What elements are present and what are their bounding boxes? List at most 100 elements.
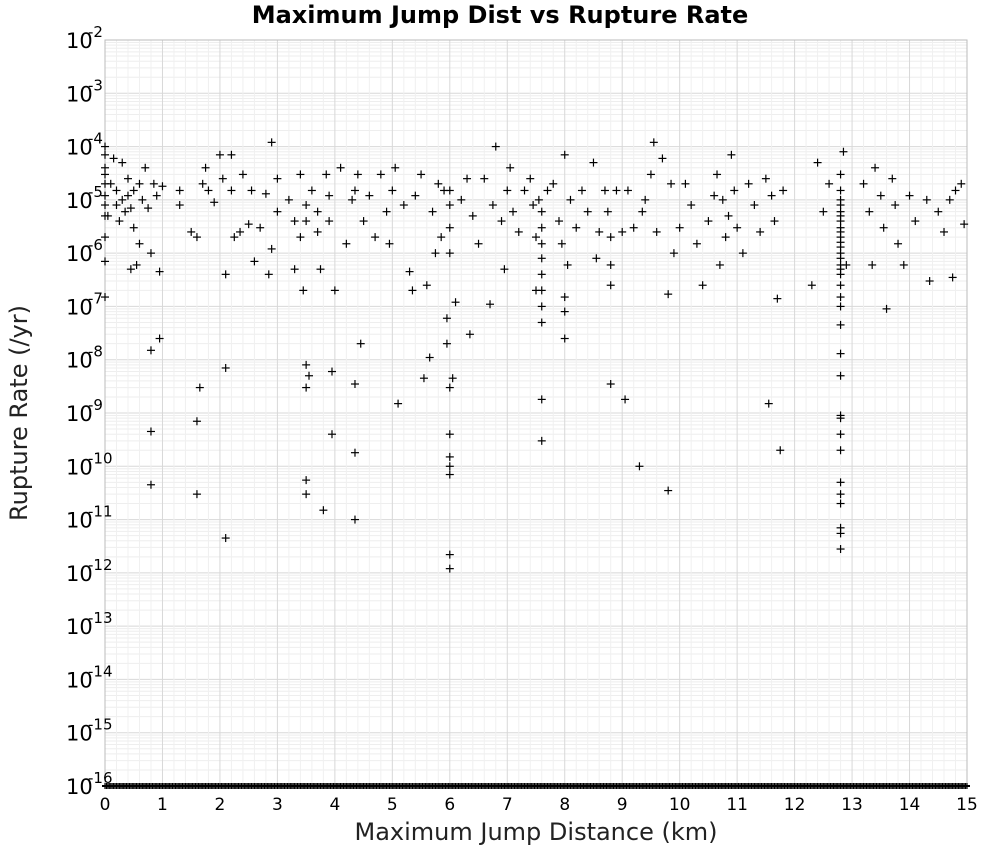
data-point: [445, 462, 454, 471]
data-point: [606, 260, 615, 269]
data-point: [727, 150, 736, 159]
data-point: [445, 186, 454, 195]
data-point: [445, 550, 454, 559]
x-tick-label: 8: [559, 795, 570, 815]
data-point: [537, 254, 546, 263]
data-point: [534, 195, 543, 204]
data-point: [537, 302, 546, 311]
data-point: [227, 150, 236, 159]
data-point: [951, 186, 960, 195]
data-point: [129, 186, 138, 195]
data-point: [290, 265, 299, 274]
data-point: [431, 249, 440, 258]
y-tick-label: 10: [66, 775, 93, 799]
data-point: [247, 186, 256, 195]
data-point: [922, 195, 931, 204]
data-point: [767, 191, 776, 200]
data-point: [112, 186, 121, 195]
lower-bound-points: [102, 783, 970, 789]
data-point: [744, 179, 753, 188]
data-point: [465, 330, 474, 339]
data-point: [500, 265, 509, 274]
data-point: [112, 201, 121, 210]
y-tick-label: 10: [66, 402, 93, 426]
data-point: [497, 217, 506, 226]
data-point: [350, 186, 359, 195]
y-tick-label: 10: [66, 722, 93, 746]
data-point: [641, 195, 650, 204]
data-point: [537, 270, 546, 279]
data-point: [836, 270, 845, 279]
data-point: [273, 174, 282, 183]
data-point: [836, 529, 845, 538]
data-point: [629, 223, 638, 232]
data-point: [836, 478, 845, 487]
data-point: [649, 138, 658, 147]
data-point: [101, 142, 109, 151]
data-point: [327, 367, 336, 376]
x-tick-label: 15: [956, 795, 978, 815]
data-point: [819, 207, 828, 216]
data-point: [101, 257, 109, 266]
data-point: [506, 163, 515, 172]
y-tick-exponent: -8: [88, 343, 103, 361]
data-point: [836, 414, 845, 423]
data-point: [664, 486, 673, 495]
data-point: [126, 204, 135, 213]
data-point: [839, 147, 848, 156]
data-point: [664, 290, 673, 299]
y-axis-ticks: 10-1610-1510-1410-1310-1210-1110-1010-91…: [66, 23, 113, 799]
data-point: [948, 273, 957, 282]
data-point: [445, 383, 454, 392]
y-tick-exponent: -16: [88, 769, 113, 787]
data-point: [813, 158, 822, 167]
data-point: [859, 179, 868, 188]
data-point: [299, 286, 308, 295]
data-point: [144, 204, 153, 213]
data-point: [713, 170, 722, 179]
data-point: [284, 195, 293, 204]
data-point: [836, 430, 845, 439]
x-tick-label: 4: [329, 795, 340, 815]
y-tick-label: 10: [66, 295, 93, 319]
data-point: [394, 399, 403, 408]
data-point: [103, 211, 112, 220]
data-point: [350, 515, 359, 524]
data-point: [836, 293, 845, 302]
data-point: [635, 462, 644, 471]
data-point: [434, 179, 443, 188]
data-point: [250, 257, 259, 266]
data-point: [692, 239, 701, 248]
x-tick-label: 14: [899, 795, 921, 815]
data-point: [445, 430, 454, 439]
y-tick-exponent: -3: [88, 76, 103, 94]
data-point: [115, 217, 124, 226]
data-point: [445, 470, 454, 479]
data-point: [350, 380, 359, 389]
data-point: [825, 179, 834, 188]
data-point: [836, 446, 845, 455]
data-point: [945, 195, 954, 204]
data-point: [382, 207, 391, 216]
data-point: [577, 186, 586, 195]
data-point: [445, 223, 454, 232]
data-point: [592, 254, 601, 263]
data-point: [509, 207, 518, 216]
data-point: [457, 195, 466, 204]
y-tick-label: 10: [66, 189, 93, 213]
data-point: [589, 158, 598, 167]
data-point: [836, 349, 845, 358]
data-point: [721, 233, 730, 242]
data-point: [356, 339, 365, 348]
x-tick-label: 3: [272, 795, 283, 815]
data-point: [141, 163, 150, 172]
data-point: [391, 163, 400, 172]
data-point: [267, 244, 276, 253]
data-point: [503, 186, 512, 195]
data-point: [302, 476, 311, 485]
data-point: [537, 395, 546, 404]
data-point: [675, 223, 684, 232]
data-point: [537, 223, 546, 232]
x-axis-label: Maximum Jump Distance (km): [355, 818, 718, 846]
